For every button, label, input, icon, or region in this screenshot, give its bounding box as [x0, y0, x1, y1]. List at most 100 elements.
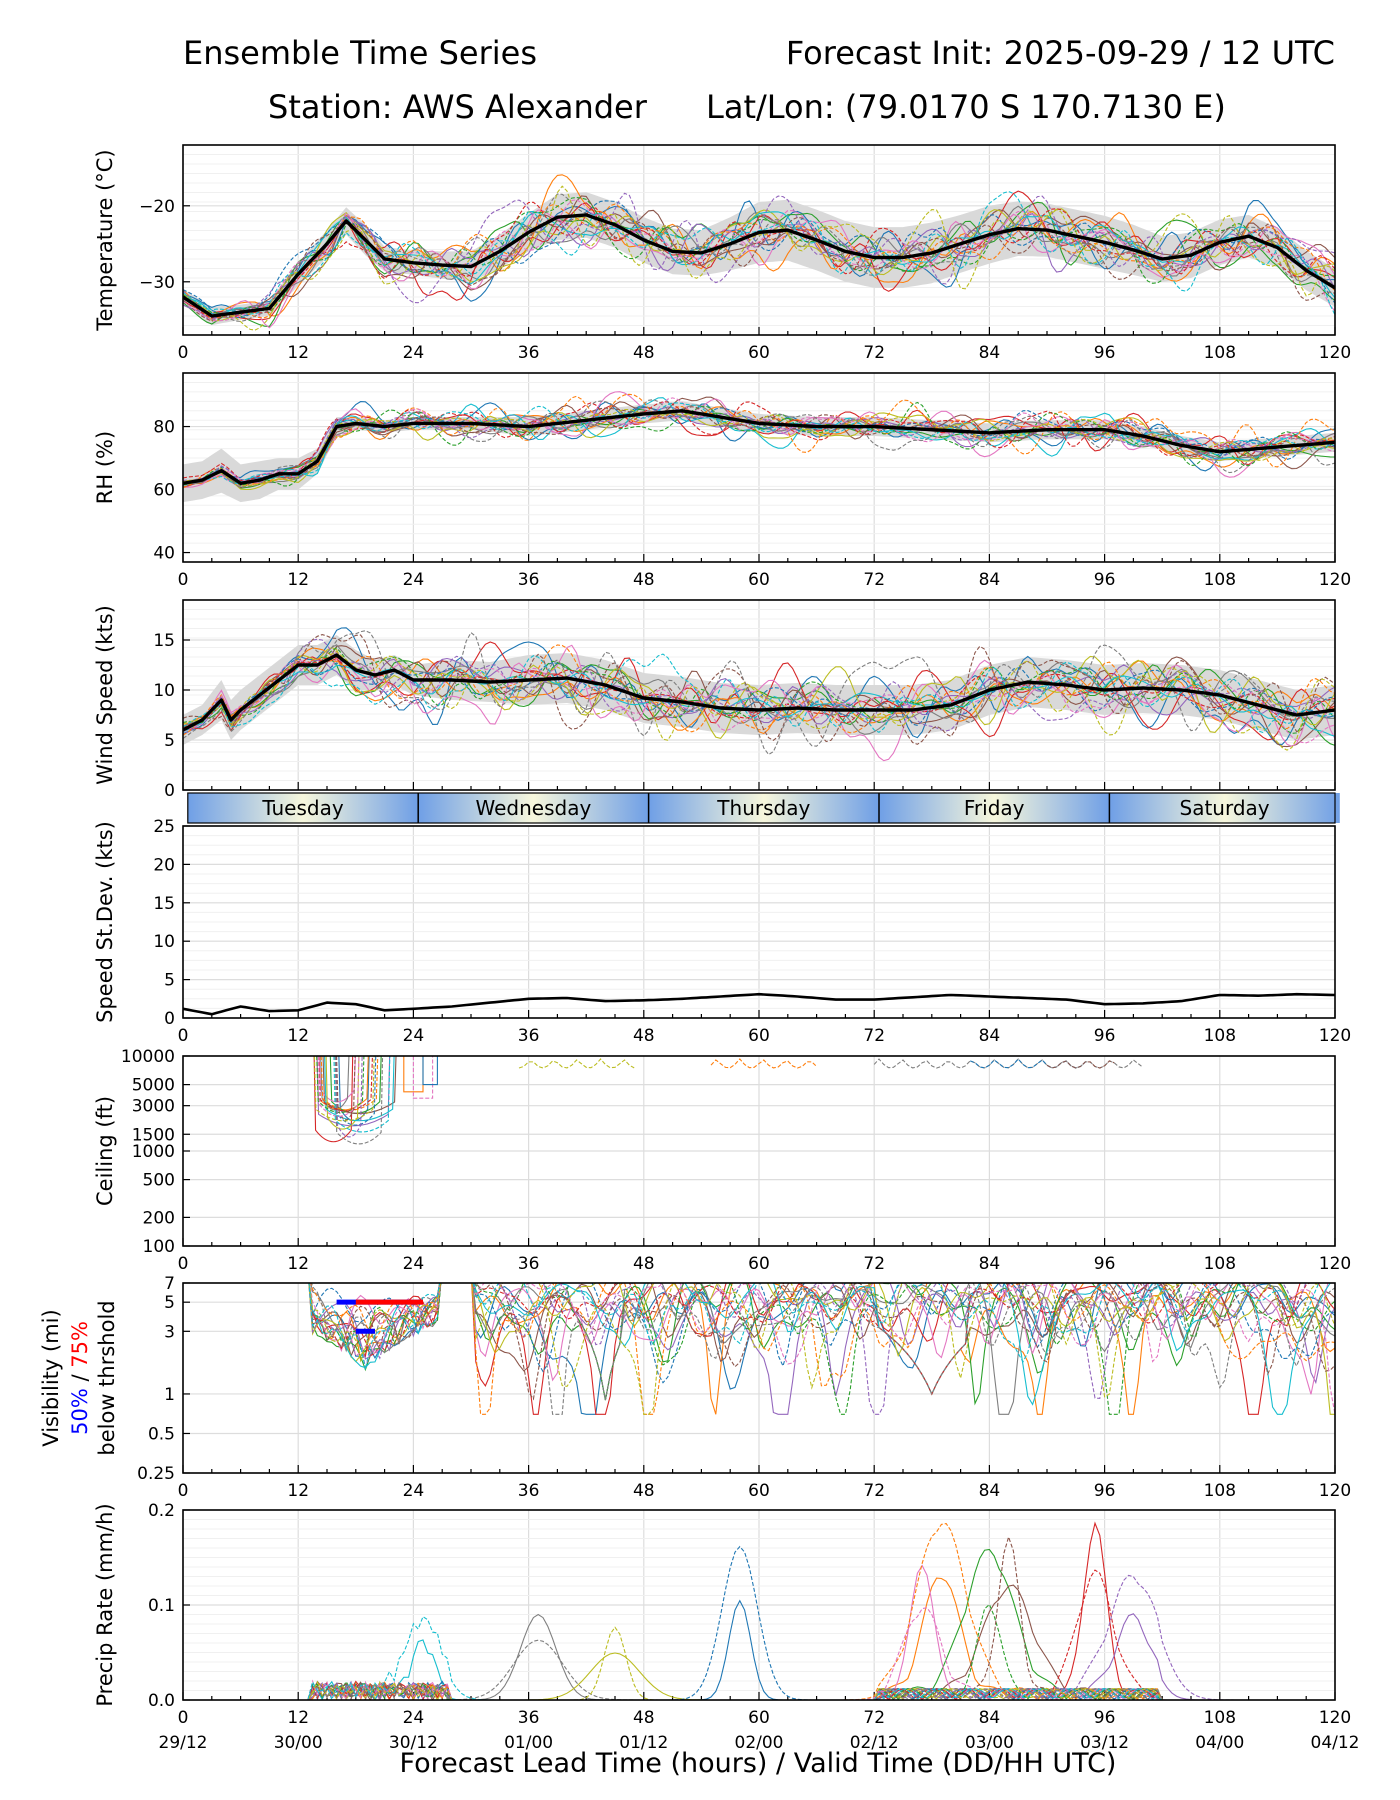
precip-member-line — [183, 1574, 1335, 1700]
ceiling-plot-area — [313, 1056, 1144, 1145]
ceiling-ytick-label: 10000 — [121, 1047, 175, 1067]
day-band-segment — [648, 793, 879, 823]
visibility-xtick-label: 0 — [178, 1481, 189, 1501]
precip-member-line — [183, 1615, 1335, 1700]
precip-xtick-label: 120 — [1319, 1708, 1351, 1728]
rh-xtick-label: 108 — [1204, 570, 1236, 590]
wind-member-line — [183, 645, 1335, 748]
wind-member-line — [183, 646, 1335, 740]
visibility-frame — [182, 1282, 1336, 1474]
visibility-member-line — [308, 1283, 1318, 1396]
wind-mean-line — [183, 653, 1335, 732]
ceiling-member-line — [1046, 1060, 1115, 1069]
visibility-member-line — [308, 1283, 1329, 1395]
speed_sd-xtick-label: 72 — [863, 1026, 885, 1046]
temperature-mean-line — [183, 213, 1335, 318]
speed_sd-xtick-label: 36 — [518, 1026, 540, 1046]
temperature-plot-area — [183, 174, 1335, 331]
rh-member-line — [183, 401, 1335, 487]
ceiling-member-line — [336, 1056, 356, 1121]
speed_sd-ytick-label: 10 — [153, 932, 175, 952]
speed_sd-xtick-label: 12 — [287, 1026, 309, 1046]
rh-xtick-label: 12 — [287, 570, 309, 590]
ceiling-member-line — [412, 1056, 434, 1099]
visibility-xtick-label: 36 — [518, 1481, 540, 1501]
precip-valid-time-label: 02/00 — [735, 1733, 784, 1753]
visibility-member-line — [308, 1283, 1320, 1370]
rh-panel: 40 60 80 0 12 24 36 48 60 72 84 96 108 120 RH (%) — [93, 372, 1351, 590]
station-name: Station: AWS Alexander — [268, 88, 648, 126]
temperature-member-line — [183, 192, 1335, 321]
temperature-xtick-label: 60 — [748, 343, 770, 363]
precip-valid-time-label: 01/12 — [619, 1733, 668, 1753]
precip-xtick-label: 36 — [518, 1708, 540, 1728]
wind-ytick-label: 15 — [153, 631, 175, 651]
rh-ytick-label: 40 — [153, 544, 175, 564]
temperature-member-line — [183, 211, 1335, 315]
station-latlon: Lat/Lon: (79.0170 S 170.7130 E) — [706, 88, 1226, 126]
visibility-xtick-label: 96 — [1094, 1481, 1116, 1501]
wind-member-line — [183, 653, 1335, 734]
temperature-panel: −20 −30 0 12 24 36 48 60 72 84 96 108 120 Temperature… — [93, 144, 1351, 363]
visibility-xtick-label: 120 — [1319, 1481, 1351, 1501]
ceiling-xtick-label: 96 — [1094, 1254, 1116, 1274]
temperature-frame — [182, 144, 1336, 336]
title-left: Ensemble Time Series — [183, 34, 537, 72]
rh-xtick-label: 72 — [863, 570, 885, 590]
wind-ylabel: Wind Speed (kts) — [93, 605, 117, 785]
wind-member-line — [183, 651, 1335, 744]
rh-xtick-label: 0 — [178, 570, 189, 590]
speed_sd-xtick-label: 48 — [633, 1026, 655, 1046]
wind-ytick-label: 10 — [153, 681, 175, 701]
ceiling-frame — [182, 1055, 1336, 1247]
visibility-ytick-label: 3 — [164, 1322, 175, 1342]
day-band-segment — [418, 793, 649, 823]
rh-xtick-label: 96 — [1094, 570, 1116, 590]
rh-frame — [182, 372, 1336, 563]
temperature-ylabel: Temperature (°C) — [93, 149, 117, 331]
speed_sd-xtick-label: 108 — [1204, 1026, 1236, 1046]
title-right: Forecast Init: 2025-09-29 / 12 UTC — [786, 34, 1335, 72]
rh-xtick-label: 36 — [518, 570, 540, 590]
precip-valid-time-label: 30/00 — [274, 1733, 323, 1753]
ceiling-member-line — [316, 1056, 365, 1114]
precip-member-line — [183, 1607, 1335, 1700]
ceiling-ylabel: Ceiling (ft) — [93, 1096, 117, 1206]
visibility-member-line — [308, 1283, 1335, 1415]
ceiling-xtick-label: 84 — [979, 1254, 1001, 1274]
wind-spread-band — [183, 635, 1335, 745]
ceiling-member-line — [313, 1056, 375, 1122]
wind-frame — [182, 599, 1336, 791]
visibility-ytick-label: 5 — [164, 1293, 175, 1313]
visibility-member-line — [308, 1283, 1335, 1415]
precip-valid-time-label: 03/12 — [1080, 1733, 1129, 1753]
wind-member-line — [183, 650, 1335, 751]
ceiling-ytick-label: 3000 — [132, 1097, 175, 1117]
ceiling-ytick-label: 500 — [143, 1171, 175, 1191]
chart-panels: −20−300 12 24 36 48 60 72 84 96 108 120Temperature… — [39, 144, 1360, 1753]
rh-xtick-label: 48 — [633, 570, 655, 590]
temperature-member-line — [183, 199, 1335, 322]
precip-member-line — [183, 1577, 1335, 1700]
wind-member-line — [183, 630, 1335, 756]
ceiling-ytick-label: 1000 — [132, 1142, 175, 1162]
x-axis-title: Forecast Lead Time (hours) / Valid Time … — [400, 1748, 1117, 1779]
precip-xtick-label: 72 — [863, 1708, 885, 1728]
temperature-xtick-label: 96 — [1094, 343, 1116, 363]
visibility-ylabel: Visibility (mi) — [39, 1309, 63, 1446]
temperature-member-line — [183, 212, 1335, 321]
visibility-xtick-label: 84 — [979, 1481, 1001, 1501]
ceiling-xtick-label: 72 — [863, 1254, 885, 1274]
temperature-xtick-label: 72 — [863, 343, 885, 363]
ceiling-member-line — [317, 1056, 360, 1117]
rh-ylabel: RH (%) — [93, 431, 117, 504]
wind-panel: 0 5 10 15 Wind Speed (kts) — [93, 599, 1336, 801]
precip-xtick-label: 84 — [979, 1708, 1001, 1728]
precip-panel: 0.0 0.1 0.2 0 29/12 12 30/00 24 30/12 36 01/00 48 01… — [93, 1501, 1360, 1753]
speed_sd-plot-area — [183, 992, 1335, 1016]
visibility-member-line — [311, 1283, 1335, 1415]
ceiling-xtick-label: 24 — [403, 1254, 425, 1274]
speed_sd-ytick-label: 15 — [153, 894, 175, 914]
ceiling-xtick-label: 12 — [287, 1254, 309, 1274]
